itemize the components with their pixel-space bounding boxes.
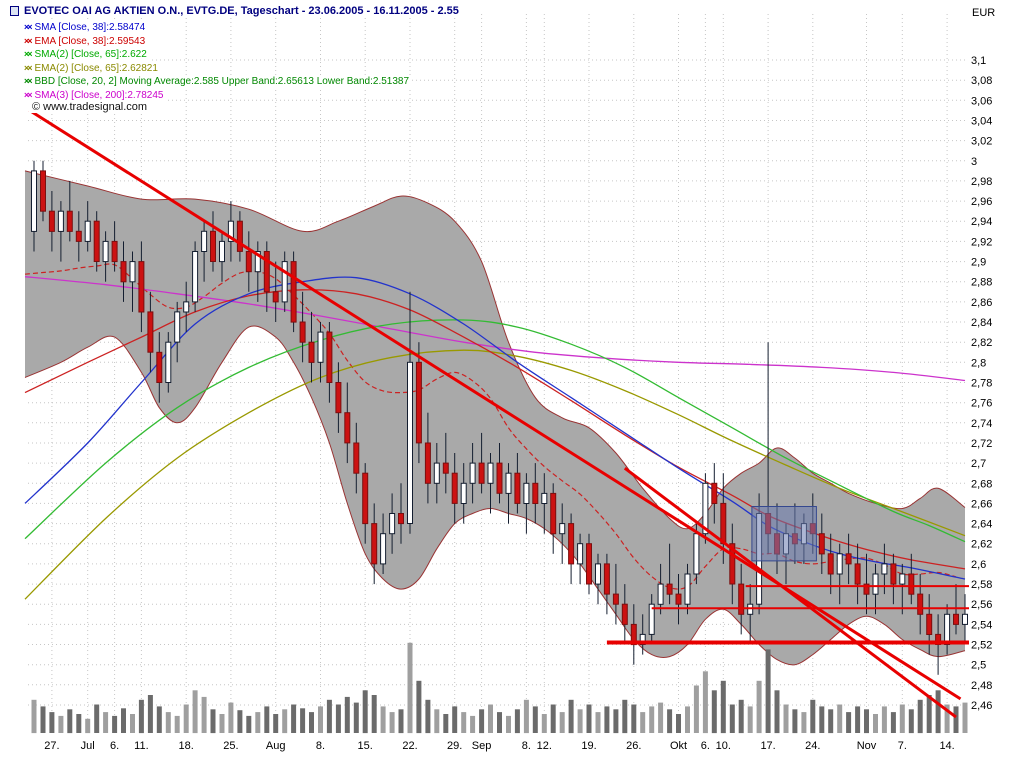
svg-text:2,92: 2,92 [971,236,992,248]
sma-65-line [24,319,966,543]
volume-bars [31,642,968,734]
chart-title: EVOTEC OAI AG AKTIEN O.N., EVTG.DE, Tage… [24,5,459,17]
x-axis-labels: 27. Jul 6. 11. 18. 25. Aug 8. 15. 22. 29. Sep 8. 12. 1… [44,740,954,752]
svg-text:Nov: Nov [857,740,877,752]
svg-text:6.: 6. [701,740,710,752]
svg-text:7.: 7. [898,740,907,752]
svg-text:2,64: 2,64 [971,519,992,531]
selection-box [751,506,817,562]
legend-item-6[interactable]: ×× SMA(3) [Close, 200]:2.78245 [21,88,167,102]
legend-label: SMA [Close, 38]:2.58474 [34,22,146,33]
sma-200-line [24,276,966,382]
svg-text:19.: 19. [581,740,596,752]
bollinger-mid-line [24,263,957,590]
svg-text:14.: 14. [939,740,954,752]
svg-text:3,04: 3,04 [971,116,992,128]
svg-text:Sep: Sep [472,740,492,752]
svg-text:26.: 26. [626,740,641,752]
indicator-legend: ×× SMA [Close, 38]:2.58474 ×× EMA [Close, 3… [21,21,413,102]
svg-text:17.: 17. [760,740,775,752]
svg-text:2,78: 2,78 [971,378,992,390]
svg-text:3,02: 3,02 [971,136,992,148]
legend-item-3[interactable]: ×× SMA(2) [Close, 65]:2.622 [21,48,150,62]
svg-text:2,66: 2,66 [971,498,992,510]
legend-label: SMA(2) [Close, 65]:2.622 [34,49,147,60]
svg-text:Okt: Okt [670,740,687,752]
svg-text:2,96: 2,96 [971,196,992,208]
svg-text:2,56: 2,56 [971,599,992,611]
legend-item-4[interactable]: ×× EMA(2) [Close, 65]:2.62821 [21,61,161,75]
svg-text:3,08: 3,08 [971,75,992,87]
svg-text:22.: 22. [402,740,417,752]
support-lines [606,585,969,645]
svg-text:24.: 24. [805,740,820,752]
svg-text:2,8: 2,8 [971,357,986,369]
svg-text:2,6: 2,6 [971,559,986,571]
legend-label: BBD [Close, 20, 2] Moving Average:2.585 … [34,76,410,87]
legend-marker-icon: ×× [24,89,32,100]
ema-65-line [24,349,966,600]
svg-text:2,52: 2,52 [971,640,992,652]
svg-text:27.: 27. [44,740,59,752]
trendline [623,467,957,719]
svg-text:2,74: 2,74 [971,418,992,430]
y-axis-labels: 3,1 3,08 3,06 3,04 3,02 3 2,98 2,96 2,94 2,92 2,9 2… [971,55,992,712]
svg-text:11.: 11. [134,740,148,752]
svg-text:3,1: 3,1 [971,55,986,67]
svg-text:10.: 10. [716,740,731,752]
trendline [28,109,962,701]
chart-icon [10,6,19,16]
svg-text:2,76: 2,76 [971,398,992,410]
svg-text:2,9: 2,9 [971,257,986,269]
svg-text:2,54: 2,54 [971,619,992,631]
legend-label: SMA(3) [Close, 200]:2.78245 [34,89,164,101]
legend-label: EMA [Close, 38]:2.59543 [34,35,146,47]
svg-text:2,72: 2,72 [971,438,992,450]
svg-text:2,7: 2,7 [971,458,986,470]
svg-text:3: 3 [971,156,977,168]
legend-item-5[interactable]: ×× BBD [Close, 20, 2] Moving Average:2.58… [21,75,413,89]
chart-titlebar: EVOTEC OAI AG AKTIEN O.N., EVTG.DE, Tage… [8,5,461,17]
svg-text:2,84: 2,84 [971,317,992,329]
svg-text:2,5: 2,5 [971,660,986,672]
svg-text:15.: 15. [358,740,373,752]
svg-text:2,62: 2,62 [971,539,992,551]
legend-marker-icon: ×× [24,76,32,86]
svg-text:2,48: 2,48 [971,680,992,692]
svg-text:Aug: Aug [266,740,286,752]
bollinger-band [24,170,966,666]
svg-text:29.: 29. [447,740,462,752]
svg-text:2,82: 2,82 [971,337,992,349]
svg-text:2,88: 2,88 [971,277,992,289]
svg-text:8.: 8. [522,740,531,752]
legend-marker-icon: ×× [24,22,32,32]
svg-text:2,86: 2,86 [971,297,992,309]
svg-text:2,46: 2,46 [971,700,992,712]
legend-marker-icon: ×× [24,62,32,73]
svg-text:2,94: 2,94 [971,216,992,228]
legend-marker-icon: ×× [24,35,32,46]
svg-text:2,98: 2,98 [971,176,992,188]
svg-text:2,58: 2,58 [971,579,992,591]
svg-text:3,06: 3,06 [971,95,992,107]
currency-label: EUR [972,7,996,19]
trendlines [28,109,962,719]
svg-text:2,68: 2,68 [971,478,992,490]
svg-text:Jul: Jul [81,740,95,752]
legend-label: EMA(2) [Close, 65]:2.62821 [34,62,158,74]
svg-text:25.: 25. [223,740,238,752]
svg-text:12.: 12. [537,740,552,752]
legend-item-2[interactable]: ×× EMA [Close, 38]:2.59543 [21,34,149,48]
watermark: © www.tradesignal.com [29,101,151,113]
svg-text:18.: 18. [179,740,194,752]
svg-text:6.: 6. [110,740,119,752]
legend-marker-icon: ×× [24,49,32,59]
svg-text:8.: 8. [316,740,325,752]
legend-item-1[interactable]: ×× SMA [Close, 38]:2.58474 [21,21,149,35]
